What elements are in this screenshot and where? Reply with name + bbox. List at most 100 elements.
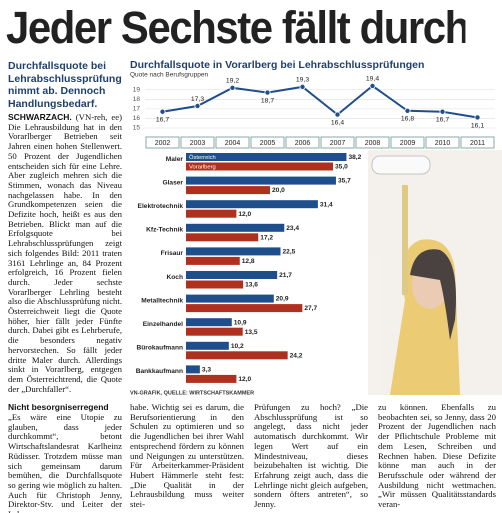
value-label: 21,7 [279,272,292,279]
bar [186,304,303,313]
y-tick-label: 19 [133,86,141,93]
y-tick-label: 18 [133,96,141,103]
value-label: 27,7 [304,305,317,312]
left-column-continued: „Es wäre eine Utopie zu glauben, dass je… [8,413,122,513]
point [194,103,201,110]
x-tick-label: 2009 [400,140,416,147]
y-tick-label: 15 [133,125,141,132]
value-label: 24,2 [290,352,303,359]
bar [186,374,237,383]
year-box [215,136,250,149]
year-box [285,136,320,149]
bar [186,271,278,279]
photo-illustration [368,150,502,395]
bar [186,327,243,336]
point [229,84,236,91]
value-label: 31,4 [320,201,333,208]
value-label: 16,7 [436,117,449,124]
x-tick-label: 2006 [295,140,311,147]
subhead: Nicht besorgniserregend [8,402,109,412]
source: VN-GRAFIK, QUELLE: WIRTSCHAFTSKAMMER [130,390,254,396]
value-label: 20,0 [272,187,285,194]
year-box [390,136,425,149]
chart-title: Durchfallsquote in Vorarlberg bei Lehrab… [130,59,424,71]
lead: Durchfallsquote bei Lehrabschlussprüfung… [8,60,122,110]
category-label: Elektrotechnik [138,203,184,210]
value-label: 16,8 [401,116,414,123]
y-tick-label: 17 [133,106,141,113]
point [159,108,166,115]
year-box [355,136,390,149]
bar [186,162,333,171]
bar [186,365,200,374]
value-label: 35,7 [338,178,351,185]
bar [186,209,237,218]
bar [186,176,336,185]
value-label: 13,5 [245,329,258,336]
year-box [250,136,285,149]
bar [186,351,288,360]
value-label: 3,3 [202,366,211,373]
chart: Durchfallsquote in Vorarlberg bei Lehrab… [130,59,502,396]
bar [186,186,270,195]
point [264,89,271,96]
category-label: Bürokaufmann [136,345,183,352]
value-label: 19,3 [296,77,309,84]
year-box [460,136,495,149]
left-column: SCHWARZACH. (VN-reh, ee) Die Lehrausbild… [8,113,122,398]
x-tick-label: 2008 [365,140,381,147]
category-label: Einzelhandel [143,321,183,328]
chart-subtitle: Quote nach Berufsgruppen [130,72,208,79]
x-tick-label: 2011 [470,140,485,147]
bar [186,280,244,289]
value-label: 23,4 [286,225,299,232]
x-tick-label: 2003 [190,140,206,147]
value-label: 10,9 [234,319,247,326]
value-label: 38,2 [348,154,361,161]
legend-label: Österreich [189,154,216,161]
column: Prüfungen zu hoch? „Die Abschlussprüfung… [254,403,368,510]
value-label: 10,2 [231,343,244,350]
bar [186,153,347,161]
bar [186,200,318,209]
x-tick-label: 2005 [260,140,276,147]
value-label: 13,6 [245,282,258,289]
year-box [425,136,460,149]
value-label: 16,4 [331,119,344,126]
headline: Jeder Sechste fällt durch [6,2,466,53]
value-label: 19,2 [226,78,239,85]
dateline: SCHWARZACH. [8,113,72,122]
x-tick-label: 2004 [225,140,241,147]
column: habe. Wichtig sei es darum, die Berufsor… [130,403,244,510]
value-label: 12,0 [238,211,251,218]
value-label: 20,9 [276,296,289,303]
category-label: Frisaur [161,250,184,257]
bar [186,256,240,265]
category-label: Kfz-Technik [146,227,183,234]
x-tick-label: 2007 [330,140,346,147]
value-label: 12,0 [238,376,251,383]
value-label: 22,5 [283,248,296,255]
value-label: 16,7 [156,117,169,124]
category-label: Maler [166,156,184,163]
point [334,111,341,118]
value-label: 19,4 [366,76,379,83]
point [404,107,411,114]
bar [186,294,274,303]
value-label: 16,1 [471,122,484,129]
y-tick-label: 16 [133,115,141,122]
point [474,114,481,121]
category-label: Koch [167,274,183,281]
bar [186,247,281,256]
category-label: Metalltechnik [141,297,183,304]
line [162,84,478,119]
year-box [180,136,215,149]
point [299,83,306,90]
point [439,108,446,115]
value-label: 17,3 [191,96,204,103]
bar [186,223,285,232]
x-tick-label: 2002 [155,140,171,147]
value-label: 12,8 [242,258,255,265]
bar [186,318,232,327]
